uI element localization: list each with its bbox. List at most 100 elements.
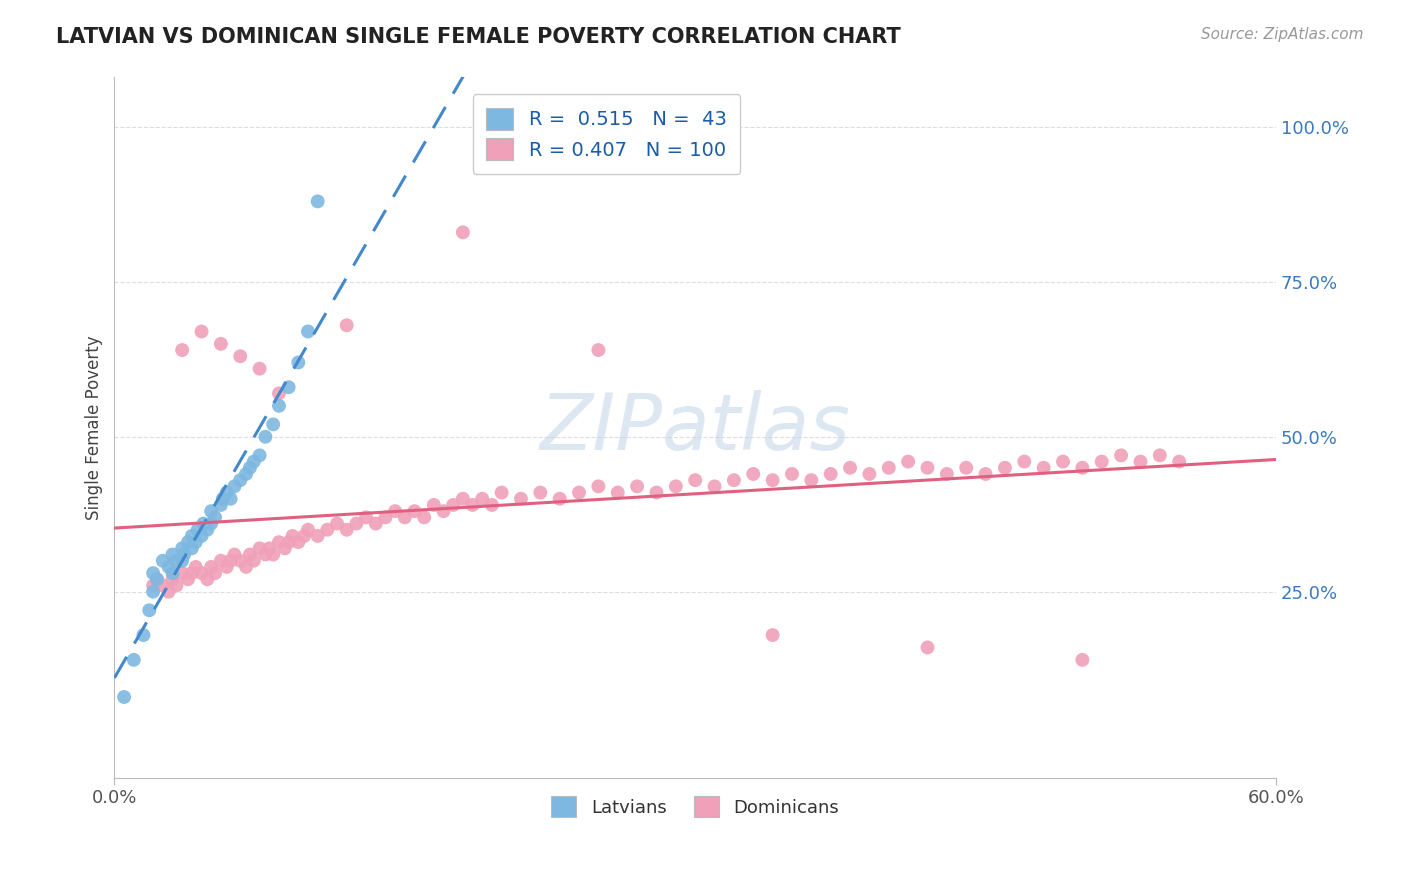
Point — [665, 479, 688, 493]
Point — [364, 516, 387, 531]
Point — [277, 535, 299, 549]
Point — [173, 548, 195, 562]
Point — [243, 454, 266, 468]
Point — [441, 498, 464, 512]
Point — [190, 325, 212, 339]
Point — [204, 566, 226, 580]
Point — [229, 349, 252, 363]
Point — [180, 566, 202, 580]
Point — [259, 541, 281, 556]
Point — [200, 516, 222, 531]
Point — [229, 473, 252, 487]
Point — [481, 498, 503, 512]
Point — [172, 343, 194, 357]
Point — [229, 554, 252, 568]
Point — [190, 566, 212, 580]
Point — [165, 554, 187, 568]
Point — [219, 554, 242, 568]
Point — [1014, 454, 1036, 468]
Point — [935, 467, 957, 481]
Point — [292, 529, 315, 543]
Point — [955, 460, 977, 475]
Point — [177, 572, 200, 586]
Point — [172, 554, 194, 568]
Point — [384, 504, 406, 518]
Point — [413, 510, 436, 524]
Point — [138, 603, 160, 617]
Point — [316, 523, 339, 537]
Point — [820, 467, 842, 481]
Point — [336, 318, 359, 333]
Point — [800, 473, 823, 487]
Point — [471, 491, 494, 506]
Point — [267, 535, 290, 549]
Point — [626, 479, 648, 493]
Point — [209, 336, 232, 351]
Point — [157, 584, 180, 599]
Point — [394, 510, 416, 524]
Point — [209, 498, 232, 512]
Point — [152, 578, 174, 592]
Point — [195, 572, 218, 586]
Point — [1032, 460, 1054, 475]
Point — [374, 510, 396, 524]
Point — [184, 560, 207, 574]
Point — [354, 510, 377, 524]
Point — [132, 628, 155, 642]
Point — [461, 498, 484, 512]
Point — [235, 560, 257, 574]
Point — [157, 560, 180, 574]
Point — [211, 491, 233, 506]
Point — [548, 491, 571, 506]
Point — [277, 380, 299, 394]
Point — [917, 460, 939, 475]
Point — [267, 399, 290, 413]
Point — [606, 485, 628, 500]
Point — [994, 460, 1017, 475]
Point — [215, 485, 238, 500]
Point — [172, 566, 194, 580]
Point — [423, 498, 446, 512]
Legend: Latvians, Dominicans: Latvians, Dominicans — [544, 789, 846, 824]
Text: Source: ZipAtlas.com: Source: ZipAtlas.com — [1201, 27, 1364, 42]
Point — [344, 516, 367, 531]
Point — [239, 548, 262, 562]
Point — [177, 535, 200, 549]
Y-axis label: Single Female Poverty: Single Female Poverty — [86, 335, 103, 520]
Point — [142, 566, 165, 580]
Point — [184, 535, 207, 549]
Point — [262, 548, 284, 562]
Text: LATVIAN VS DOMINICAN SINGLE FEMALE POVERTY CORRELATION CHART: LATVIAN VS DOMINICAN SINGLE FEMALE POVER… — [56, 27, 901, 46]
Point — [249, 449, 271, 463]
Point — [224, 479, 246, 493]
Point — [249, 541, 271, 556]
Point — [204, 510, 226, 524]
Point — [1109, 449, 1132, 463]
Point — [219, 491, 242, 506]
Point — [274, 541, 297, 556]
Point — [215, 560, 238, 574]
Point — [1149, 449, 1171, 463]
Point — [193, 516, 215, 531]
Point — [249, 361, 271, 376]
Point — [112, 690, 135, 704]
Point — [780, 467, 803, 481]
Point — [162, 572, 184, 586]
Point — [146, 572, 169, 586]
Point — [254, 548, 277, 562]
Point — [897, 454, 920, 468]
Point — [267, 386, 290, 401]
Point — [1052, 454, 1074, 468]
Point — [491, 485, 513, 500]
Point — [200, 504, 222, 518]
Point — [683, 473, 706, 487]
Point — [235, 467, 257, 481]
Point — [297, 325, 319, 339]
Point — [588, 343, 610, 357]
Point — [239, 460, 262, 475]
Point — [195, 523, 218, 537]
Point — [243, 554, 266, 568]
Point — [209, 554, 232, 568]
Point — [451, 491, 474, 506]
Point — [142, 584, 165, 599]
